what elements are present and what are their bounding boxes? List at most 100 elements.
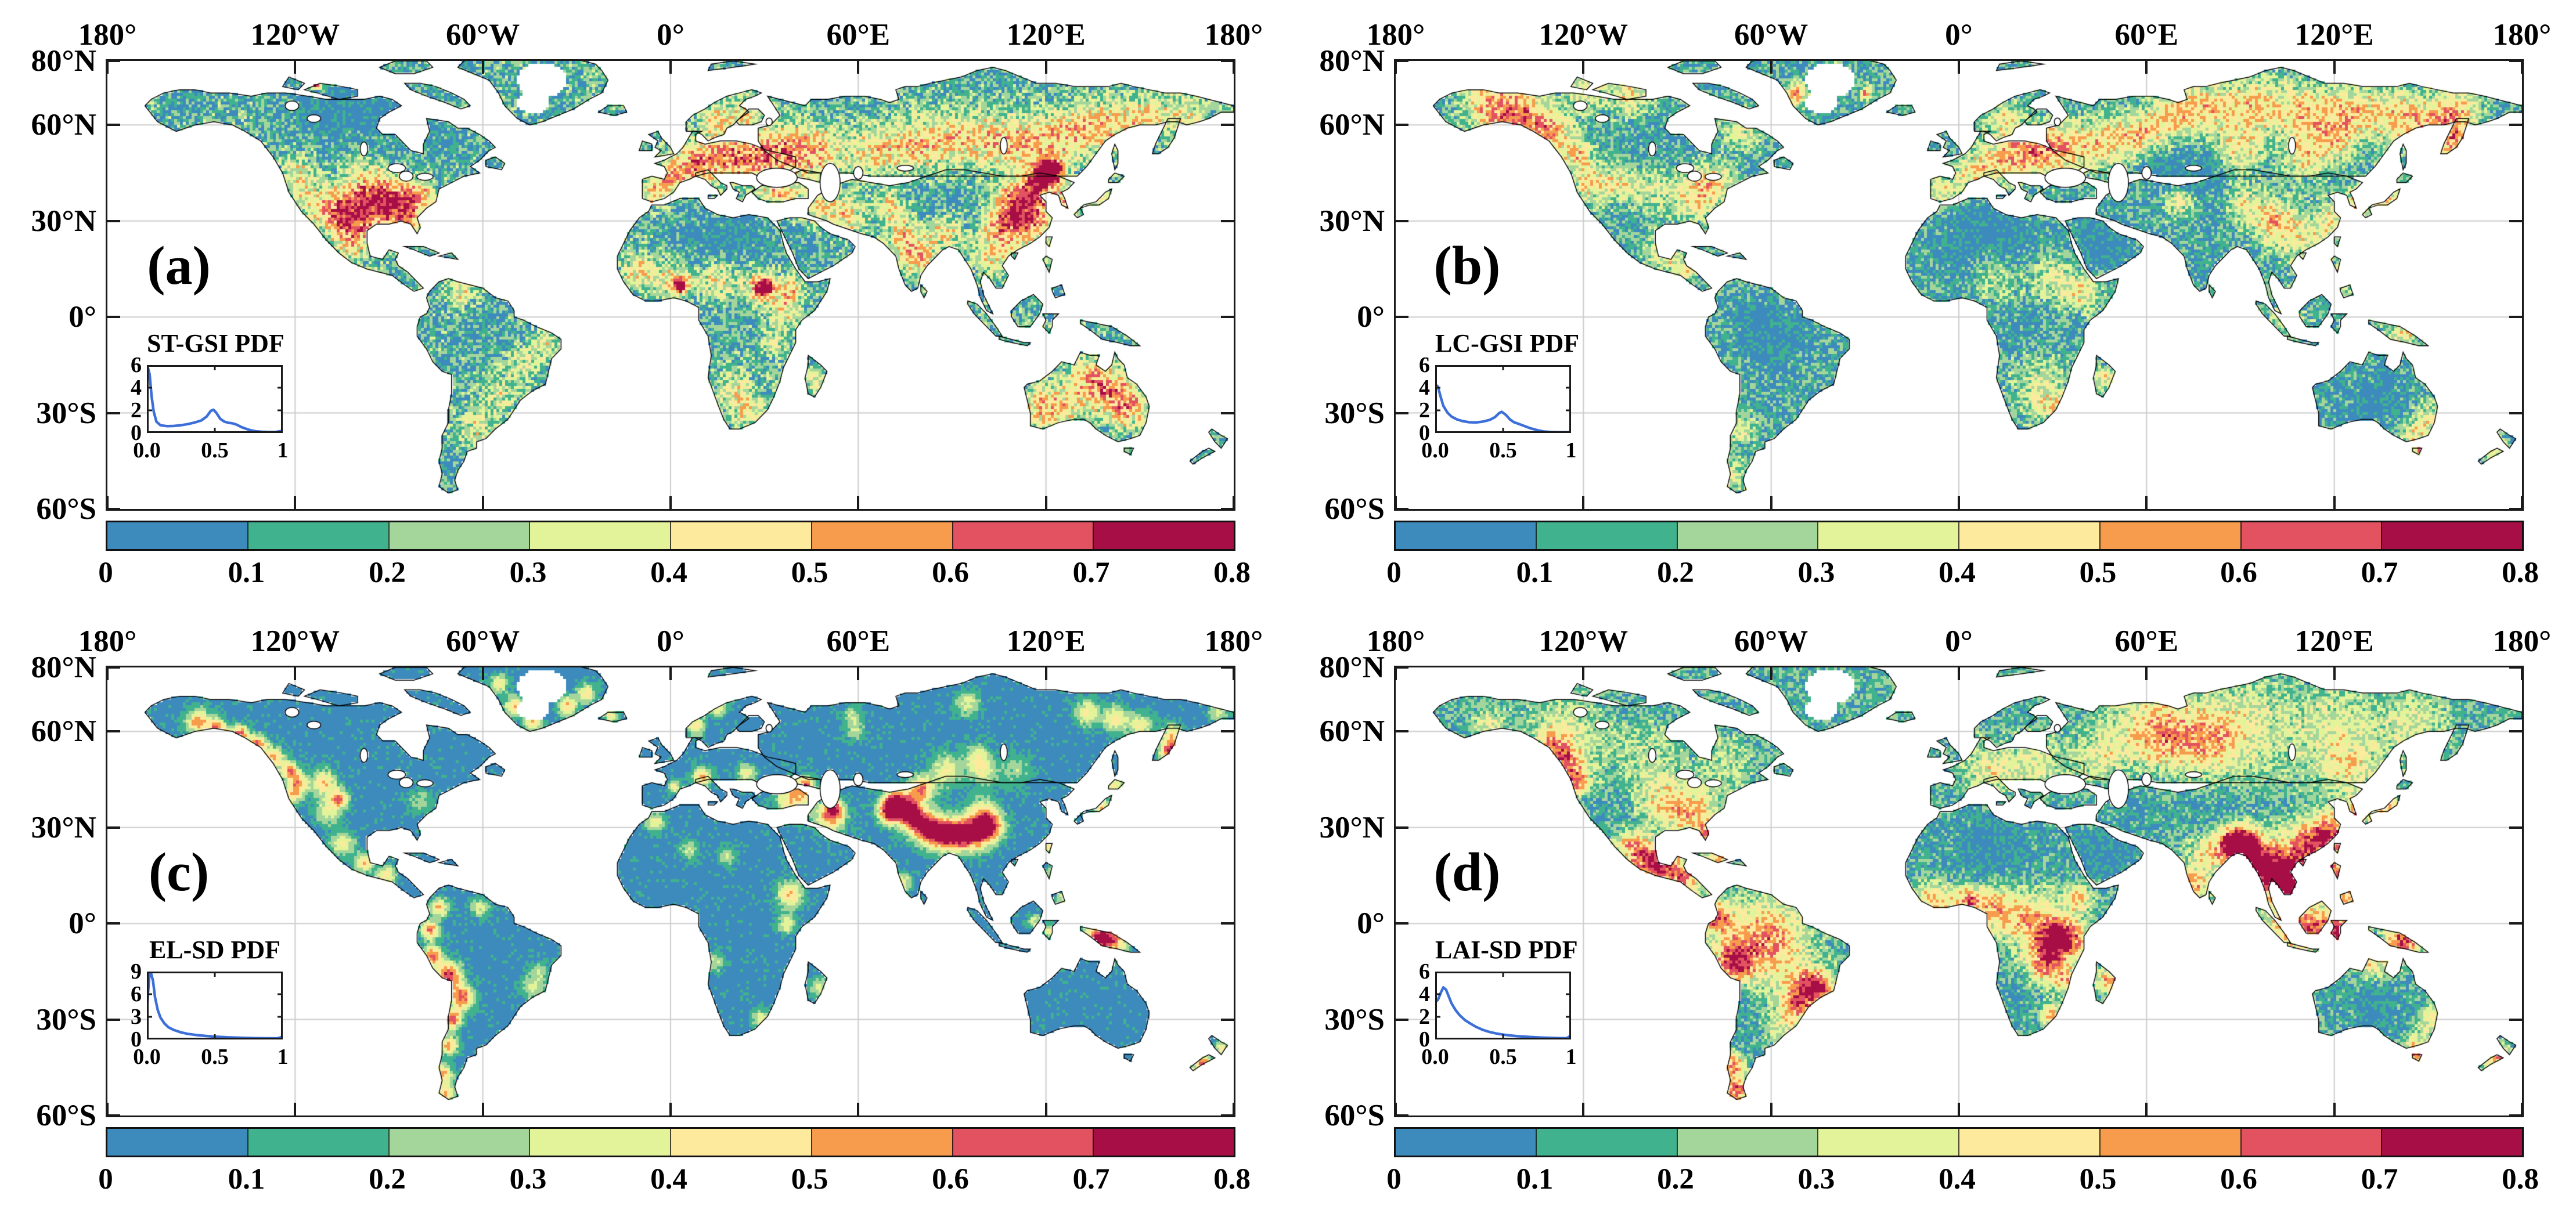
inset-xtick-label: 0.0 [1421,1045,1449,1069]
colorbar [106,1127,1235,1157]
inset-ytick-label: 9 [131,959,142,984]
axis-tick [1396,508,1408,510]
axis-tick [2509,219,2522,222]
axis-tick [1770,667,1772,680]
lon-axis-label: 0° [1945,18,1973,52]
axis-tick [857,667,860,680]
colorbar [106,521,1235,551]
inset-ytick-label: 3 [131,1005,142,1029]
colorbar-tick-label: 0.7 [2361,1163,2398,1196]
lat-axis-label: 60°N [1319,714,1385,749]
axis-tick [294,667,297,680]
axis-tick [2145,496,2148,509]
lon-axis-label: 60°E [826,18,891,52]
inset-frame [1435,365,1571,433]
axis-tick [107,411,120,414]
axis-tick [1395,1103,1397,1115]
axis-tick [1221,666,1234,669]
axis-tick [2333,667,2336,680]
panel-letter: (a) [147,236,211,296]
colorbar-segment [107,522,247,549]
axis-tick [1221,826,1234,829]
inset-ytick-label: 6 [131,353,142,377]
colorbar-segment [2099,1129,2240,1156]
axis-tick [1396,411,1408,414]
colorbar-segment [2381,1129,2522,1156]
lon-axis-label: 120°W [250,624,340,658]
axis-tick [1958,496,1960,509]
panel-letter: (b) [1433,236,1501,296]
colorbar-segment [1535,522,1677,549]
colorbar-tick-label: 0.3 [509,557,547,589]
axis-tick [1221,316,1234,319]
colorbar-tick-label: 0.7 [1072,557,1110,589]
axis-tick [294,496,297,509]
axis-tick [1396,316,1408,319]
colorbar-tick-label: 0.2 [369,1163,406,1196]
pdf-curve [147,972,283,1039]
axis-tick [107,922,120,925]
lat-axis-label: 30°N [1319,810,1385,844]
lon-axis-label: 120°E [2294,18,2374,52]
lat-axis-label: 30°S [1324,1002,1385,1037]
axis-tick [481,61,484,74]
colorbar-tick-label: 0.2 [1657,1163,1694,1196]
pdf-inset-title: ST-GSI PDF [147,329,284,358]
colorbar-tick-label: 0 [98,557,113,589]
inset-ytick-label: 4 [1419,982,1430,1006]
inset-plot [147,972,283,1039]
lat-axis-label: 30°N [31,204,96,238]
lon-axis-label: 60°E [2114,18,2179,52]
inset-xtick-label: 0.5 [1489,1045,1517,1069]
axis-tick [1582,1103,1585,1115]
lon-axis-label: 0° [657,18,684,52]
colorbar-segment [1093,522,1234,549]
axis-tick [1396,666,1408,669]
colorbar-tick-label: 0.2 [1657,557,1694,589]
axis-tick [1396,124,1408,127]
axis-tick [2145,1103,2148,1115]
lat-axis-label: 80°N [1319,44,1385,78]
colorbar-tick-label: 0.6 [932,557,969,589]
lat-axis-label: 30°S [36,396,96,430]
colorbar-tick-label: 0.4 [1939,1163,1976,1196]
axis-tick [107,316,120,319]
colorbar-segment [1817,522,1958,549]
lat-axis-label: 0° [1357,300,1385,334]
pdf-inset: EL-SD PDF 0 3 6 9 0.0 0.5 1 [100,933,304,1077]
axis-tick [2333,1103,2336,1115]
axis-tick [106,667,109,680]
lat-axis-label: 30°N [31,810,96,844]
lon-axis-label: 180° [1366,18,1425,52]
lat-axis-label: 60°S [36,1099,96,1132]
lat-axis-label: 60°S [1324,1099,1385,1132]
lat-axis-label: 30°S [1324,396,1385,430]
axis-tick [1396,826,1408,829]
lat-axis-label: 60°N [31,714,96,749]
axis-tick [481,667,484,680]
axis-tick [1770,496,1772,509]
axis-tick [294,61,297,74]
inset-plot [147,365,283,433]
axis-tick [1221,730,1234,733]
colorbar-tick-label: 0.5 [791,1163,828,1196]
colorbar-segment [529,1129,670,1156]
axis-tick [1396,1114,1408,1117]
inset-xtick-label: 1 [1565,438,1577,463]
lon-axis-label: 60°W [1734,624,1808,658]
lon-axis-label: 180° [1204,624,1263,658]
colorbar-tick-label: 0.5 [791,557,828,589]
inset-xtick-label: 1 [1565,1045,1577,1069]
axis-tick [1958,667,1960,680]
axis-tick [2509,730,2522,733]
pdf-curve [1435,382,1571,433]
axis-tick [1044,496,1047,509]
lon-axis-label: 60°W [446,18,520,52]
colorbar-tick-label: 0.4 [650,557,687,589]
pdf-inset: LAI-SD PDF 0 2 4 6 0.0 0.5 1 [1388,933,1593,1077]
inset-xtick-label: 1 [277,438,289,463]
pdf-inset: LC-GSI PDF 0 2 4 6 0.0 0.5 1 [1388,327,1593,471]
colorbar [1394,521,2524,551]
axis-tick [1221,411,1234,414]
